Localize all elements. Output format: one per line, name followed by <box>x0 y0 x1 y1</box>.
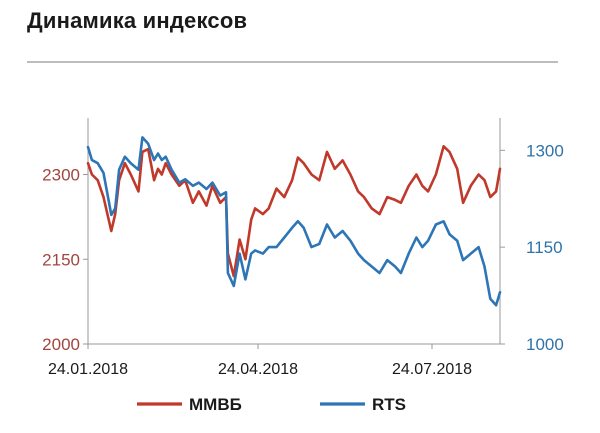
x-tick-label: 24.01.2018 <box>48 361 128 378</box>
left-tick-label: 2300 <box>42 166 80 185</box>
right-tick-label: 1300 <box>526 141 564 160</box>
chart-title: Динамика индексов <box>27 8 248 33</box>
right-tick-label: 1000 <box>526 335 564 354</box>
title-divider <box>27 61 558 63</box>
right-tick-label: 1150 <box>526 238 563 257</box>
series-line-mmvb <box>86 145 502 278</box>
chart-series <box>86 136 502 307</box>
x-tick-label: 24.07.2018 <box>392 361 472 378</box>
legend-label: RTS <box>372 395 406 414</box>
chart-legend: ММВБ RTS <box>137 395 406 414</box>
legend-label: ММВБ <box>189 395 242 414</box>
series-line-rts <box>86 136 502 307</box>
left-tick-label: 2000 <box>42 335 80 354</box>
x-tick-label: 24.04.2018 <box>218 361 298 378</box>
chart-axes: 2000 2150 2300 1000 1150 1300 24.01.2018 24.04.… <box>42 118 564 378</box>
left-tick-label: 2150 <box>42 250 80 269</box>
